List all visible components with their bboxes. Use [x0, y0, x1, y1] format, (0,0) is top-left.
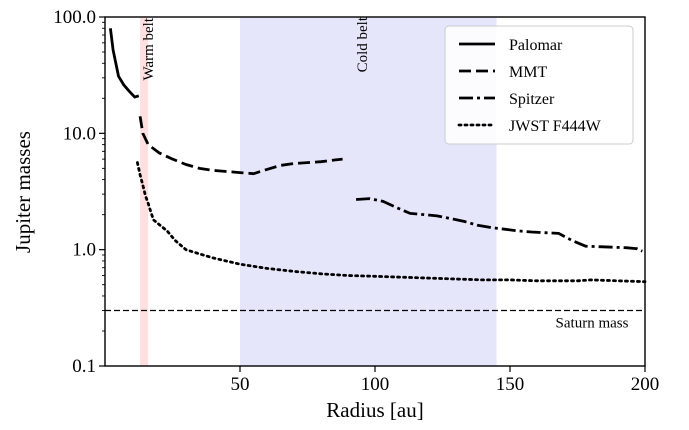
bands-layer: Warm belt Cold belt	[140, 16, 497, 366]
x-tick-label: 50	[231, 374, 250, 395]
legend-label: MMT	[509, 64, 547, 81]
x-tick-label: 100	[361, 374, 390, 395]
reference-line-layer: Saturn mass	[105, 309, 645, 331]
legend-label: Palomar	[509, 37, 563, 54]
x-tick-label: 150	[496, 374, 525, 395]
legend-label: Spitzer	[509, 91, 555, 108]
y-axis-label: Jupiter masses	[11, 131, 35, 253]
y-tick-label: 10.0	[63, 123, 96, 144]
x-tick-label: 200	[631, 374, 660, 395]
series-palomar	[109, 28, 140, 99]
reference-line-label: Saturn mass	[556, 315, 629, 331]
series-spitzer	[356, 197, 643, 253]
legend-label: JWST F444W	[509, 118, 602, 135]
y-tick-label: 100.0	[53, 7, 96, 28]
series-jwst-f444w	[136, 161, 647, 284]
series-mmt	[138, 116, 343, 176]
x-axis-label: Radius [au]	[326, 398, 423, 422]
ticks-layer: 50 100 150 200 0.1 1.0 10.0 100.0	[53, 7, 659, 395]
series-layer	[109, 28, 647, 284]
band-label: Cold belt	[355, 16, 371, 72]
legend: Palomar MMT Spitzer JWST F444W	[444, 25, 634, 145]
y-tick-label: 1.0	[72, 240, 96, 261]
band-label: Warm belt	[141, 17, 157, 80]
y-tick-label: 0.1	[72, 356, 96, 377]
legend-box	[444, 25, 634, 145]
